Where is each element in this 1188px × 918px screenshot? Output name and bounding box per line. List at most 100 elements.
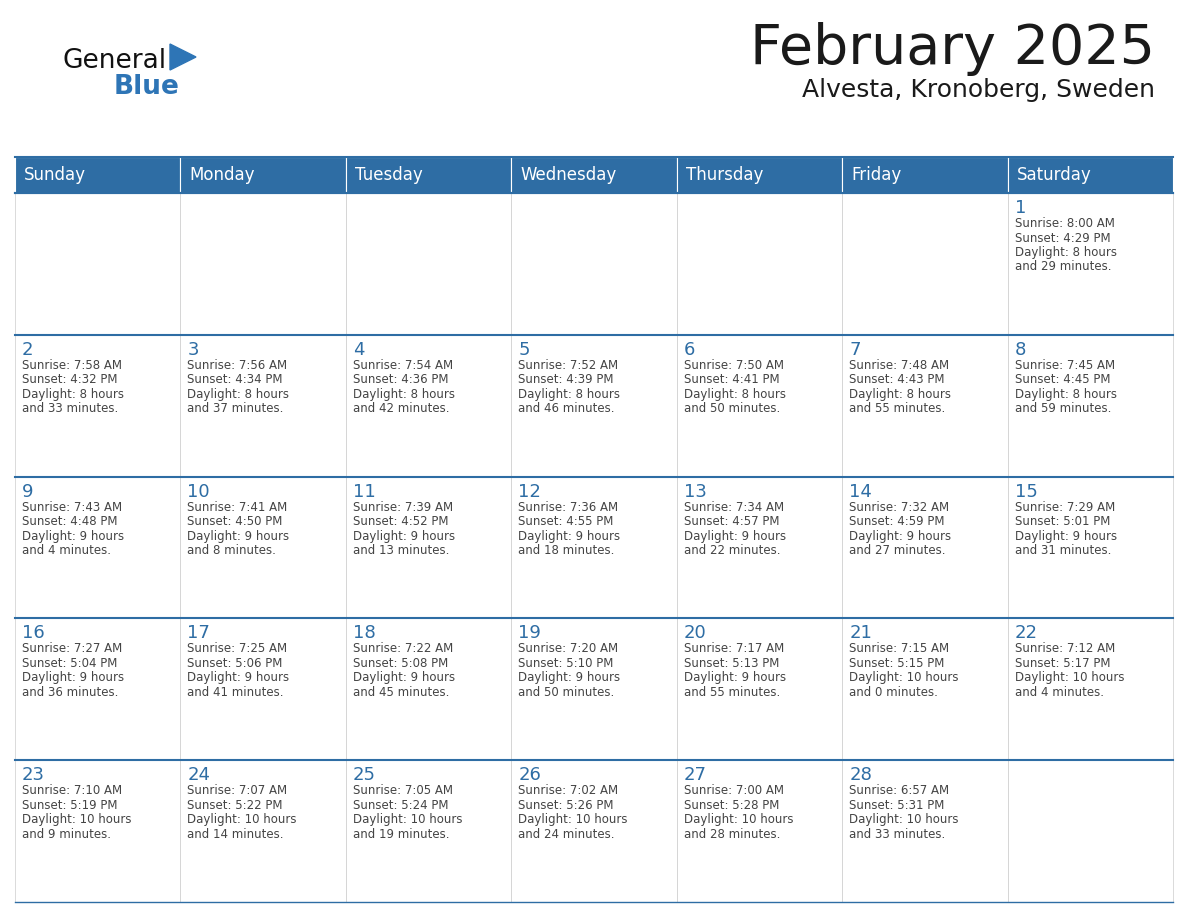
Text: and 4 minutes.: and 4 minutes. [1015, 686, 1104, 699]
Text: Sunrise: 7:02 AM: Sunrise: 7:02 AM [518, 784, 619, 797]
Bar [677, 335, 842, 476]
Text: 14: 14 [849, 483, 872, 500]
Text: Thursday: Thursday [685, 166, 763, 184]
Bar [842, 193, 1007, 335]
Text: Sunrise: 7:34 AM: Sunrise: 7:34 AM [684, 500, 784, 513]
Text: Sunset: 5:01 PM: Sunset: 5:01 PM [1015, 515, 1110, 528]
Text: Sunset: 5:31 PM: Sunset: 5:31 PM [849, 799, 944, 812]
Text: and 18 minutes.: and 18 minutes. [518, 544, 614, 557]
Text: Sunrise: 7:05 AM: Sunrise: 7:05 AM [353, 784, 453, 797]
Text: Sunset: 5:17 PM: Sunset: 5:17 PM [1015, 657, 1110, 670]
Text: 19: 19 [518, 624, 542, 643]
Text: 20: 20 [684, 624, 707, 643]
Text: Sunset: 4:41 PM: Sunset: 4:41 PM [684, 374, 779, 386]
Polygon shape [170, 44, 196, 70]
Text: Sunrise: 7:12 AM: Sunrise: 7:12 AM [1015, 643, 1114, 655]
Text: Sunset: 4:43 PM: Sunset: 4:43 PM [849, 374, 944, 386]
Text: Sunset: 5:24 PM: Sunset: 5:24 PM [353, 799, 448, 812]
Text: 8: 8 [1015, 341, 1026, 359]
Text: 28: 28 [849, 767, 872, 784]
Text: Sunset: 4:36 PM: Sunset: 4:36 PM [353, 374, 448, 386]
Bar [677, 476, 842, 619]
Bar [511, 760, 677, 902]
Text: Daylight: 8 hours: Daylight: 8 hours [684, 387, 785, 401]
Bar [842, 760, 1007, 902]
Text: Daylight: 8 hours: Daylight: 8 hours [518, 387, 620, 401]
Bar [842, 476, 1007, 619]
Text: and 45 minutes.: and 45 minutes. [353, 686, 449, 699]
Text: 5: 5 [518, 341, 530, 359]
Bar [346, 476, 511, 619]
Text: 27: 27 [684, 767, 707, 784]
Bar [511, 335, 677, 476]
Text: February 2025: February 2025 [750, 22, 1155, 76]
Bar [677, 619, 842, 760]
Bar [181, 335, 346, 476]
Text: Daylight: 8 hours: Daylight: 8 hours [1015, 246, 1117, 259]
Text: 12: 12 [518, 483, 542, 500]
Text: Sunset: 4:32 PM: Sunset: 4:32 PM [23, 374, 118, 386]
Text: and 9 minutes.: and 9 minutes. [23, 828, 110, 841]
Text: Daylight: 9 hours: Daylight: 9 hours [23, 671, 124, 685]
Text: and 24 minutes.: and 24 minutes. [518, 828, 614, 841]
Text: Daylight: 9 hours: Daylight: 9 hours [684, 671, 785, 685]
Text: and 4 minutes.: and 4 minutes. [23, 544, 110, 557]
Text: Daylight: 9 hours: Daylight: 9 hours [518, 671, 620, 685]
Text: Sunrise: 7:56 AM: Sunrise: 7:56 AM [188, 359, 287, 372]
Text: 24: 24 [188, 767, 210, 784]
Text: 15: 15 [1015, 483, 1037, 500]
Bar [1007, 760, 1173, 902]
Bar [15, 760, 181, 902]
Bar [15, 476, 181, 619]
Bar [346, 193, 511, 335]
Text: 21: 21 [849, 624, 872, 643]
Text: Sunset: 5:26 PM: Sunset: 5:26 PM [518, 799, 614, 812]
Bar [346, 157, 511, 193]
Text: Daylight: 8 hours: Daylight: 8 hours [849, 387, 952, 401]
Text: Sunset: 4:52 PM: Sunset: 4:52 PM [353, 515, 448, 528]
Text: Sunset: 4:39 PM: Sunset: 4:39 PM [518, 374, 614, 386]
Text: Sunset: 5:28 PM: Sunset: 5:28 PM [684, 799, 779, 812]
Text: and 46 minutes.: and 46 minutes. [518, 402, 614, 415]
Text: Daylight: 9 hours: Daylight: 9 hours [684, 530, 785, 543]
Bar [511, 619, 677, 760]
Bar [511, 193, 677, 335]
Text: Sunrise: 7:39 AM: Sunrise: 7:39 AM [353, 500, 453, 513]
Text: Daylight: 10 hours: Daylight: 10 hours [353, 813, 462, 826]
Text: Daylight: 9 hours: Daylight: 9 hours [23, 530, 124, 543]
Text: Daylight: 8 hours: Daylight: 8 hours [188, 387, 290, 401]
Text: Sunrise: 7:00 AM: Sunrise: 7:00 AM [684, 784, 784, 797]
Text: Sunset: 5:15 PM: Sunset: 5:15 PM [849, 657, 944, 670]
Text: Daylight: 8 hours: Daylight: 8 hours [1015, 387, 1117, 401]
Text: Daylight: 9 hours: Daylight: 9 hours [518, 530, 620, 543]
Text: Sunrise: 7:52 AM: Sunrise: 7:52 AM [518, 359, 619, 372]
Text: and 31 minutes.: and 31 minutes. [1015, 544, 1111, 557]
Bar [15, 619, 181, 760]
Bar [511, 157, 677, 193]
Bar [1007, 619, 1173, 760]
Bar [842, 619, 1007, 760]
Bar [346, 335, 511, 476]
Text: Sunday: Sunday [24, 166, 86, 184]
Text: and 13 minutes.: and 13 minutes. [353, 544, 449, 557]
Text: Monday: Monday [189, 166, 255, 184]
Text: and 42 minutes.: and 42 minutes. [353, 402, 449, 415]
Text: 10: 10 [188, 483, 210, 500]
Text: and 22 minutes.: and 22 minutes. [684, 544, 781, 557]
Text: Friday: Friday [851, 166, 902, 184]
Text: 16: 16 [23, 624, 45, 643]
Text: Sunset: 4:34 PM: Sunset: 4:34 PM [188, 374, 283, 386]
Text: Daylight: 10 hours: Daylight: 10 hours [188, 813, 297, 826]
Text: 3: 3 [188, 341, 198, 359]
Text: Sunset: 5:19 PM: Sunset: 5:19 PM [23, 799, 118, 812]
Text: General: General [62, 48, 166, 74]
Bar [181, 193, 346, 335]
Text: Daylight: 9 hours: Daylight: 9 hours [188, 530, 290, 543]
Bar [346, 760, 511, 902]
Text: 26: 26 [518, 767, 542, 784]
Text: Sunrise: 7:43 AM: Sunrise: 7:43 AM [23, 500, 122, 513]
Bar [346, 619, 511, 760]
Text: 22: 22 [1015, 624, 1037, 643]
Text: Sunrise: 7:29 AM: Sunrise: 7:29 AM [1015, 500, 1114, 513]
Text: Sunrise: 7:17 AM: Sunrise: 7:17 AM [684, 643, 784, 655]
